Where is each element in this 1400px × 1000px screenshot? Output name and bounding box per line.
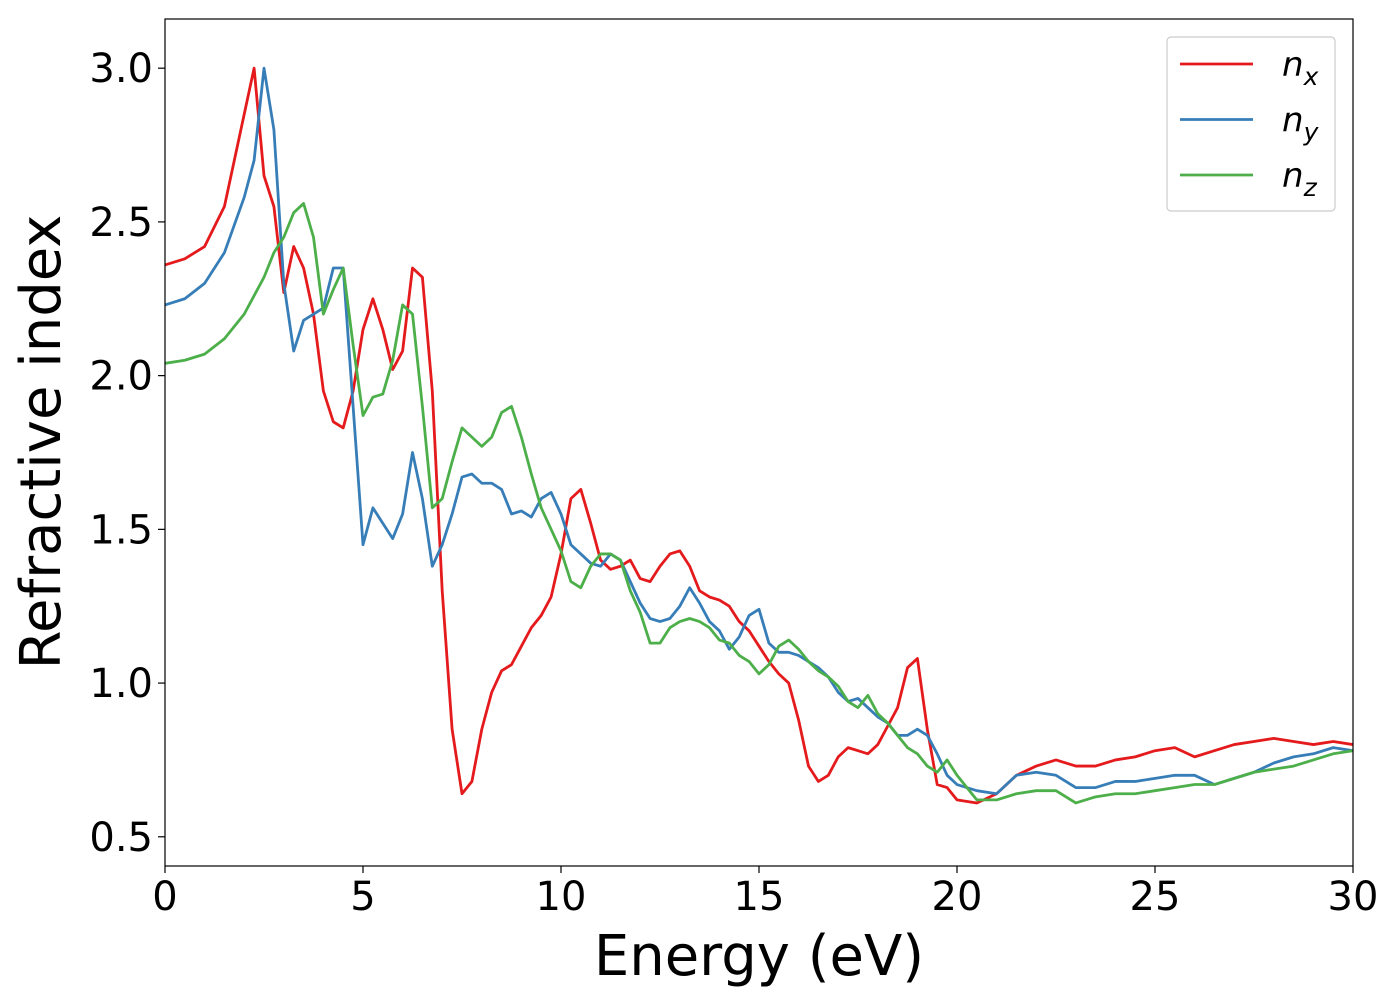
legend-label-main: n: [1282, 156, 1304, 196]
y-axis-label: Refractive index: [9, 215, 74, 670]
y-tick-label: 2.5: [89, 200, 153, 246]
x-tick-label: 0: [152, 874, 177, 920]
legend-label-sub: y: [1303, 118, 1320, 147]
y-tick-label: 1.5: [89, 507, 153, 553]
y-tick-label: 1.0: [89, 661, 153, 707]
legend-label-sub: z: [1303, 173, 1318, 202]
y-tick-label: 0.5: [89, 815, 153, 861]
data-line: [165, 66, 1353, 796]
y-tick-label: 3.0: [89, 46, 153, 92]
legend-label: nx: [1282, 45, 1319, 91]
legend-label: nz: [1282, 156, 1318, 202]
legend-label-main: n: [1282, 45, 1304, 85]
legend-box: [1166, 36, 1336, 212]
legend-label-main: n: [1282, 101, 1304, 141]
legend-label: ny: [1282, 101, 1320, 147]
y-tick-label: 2.0: [89, 354, 153, 400]
x-tick-label: 15: [734, 874, 785, 920]
x-axis-label: Energy (eV): [594, 924, 924, 989]
data-line: [165, 66, 1353, 805]
x-tick-label: 30: [1328, 874, 1379, 920]
data-line: [165, 202, 1353, 805]
x-tick-label: 20: [932, 874, 983, 920]
plot-lines: [165, 66, 1353, 805]
legend-label-sub: x: [1303, 62, 1319, 91]
x-tick-label: 25: [1130, 874, 1181, 920]
x-tick-label: 10: [536, 874, 587, 920]
x-tick-label: 5: [350, 874, 375, 920]
